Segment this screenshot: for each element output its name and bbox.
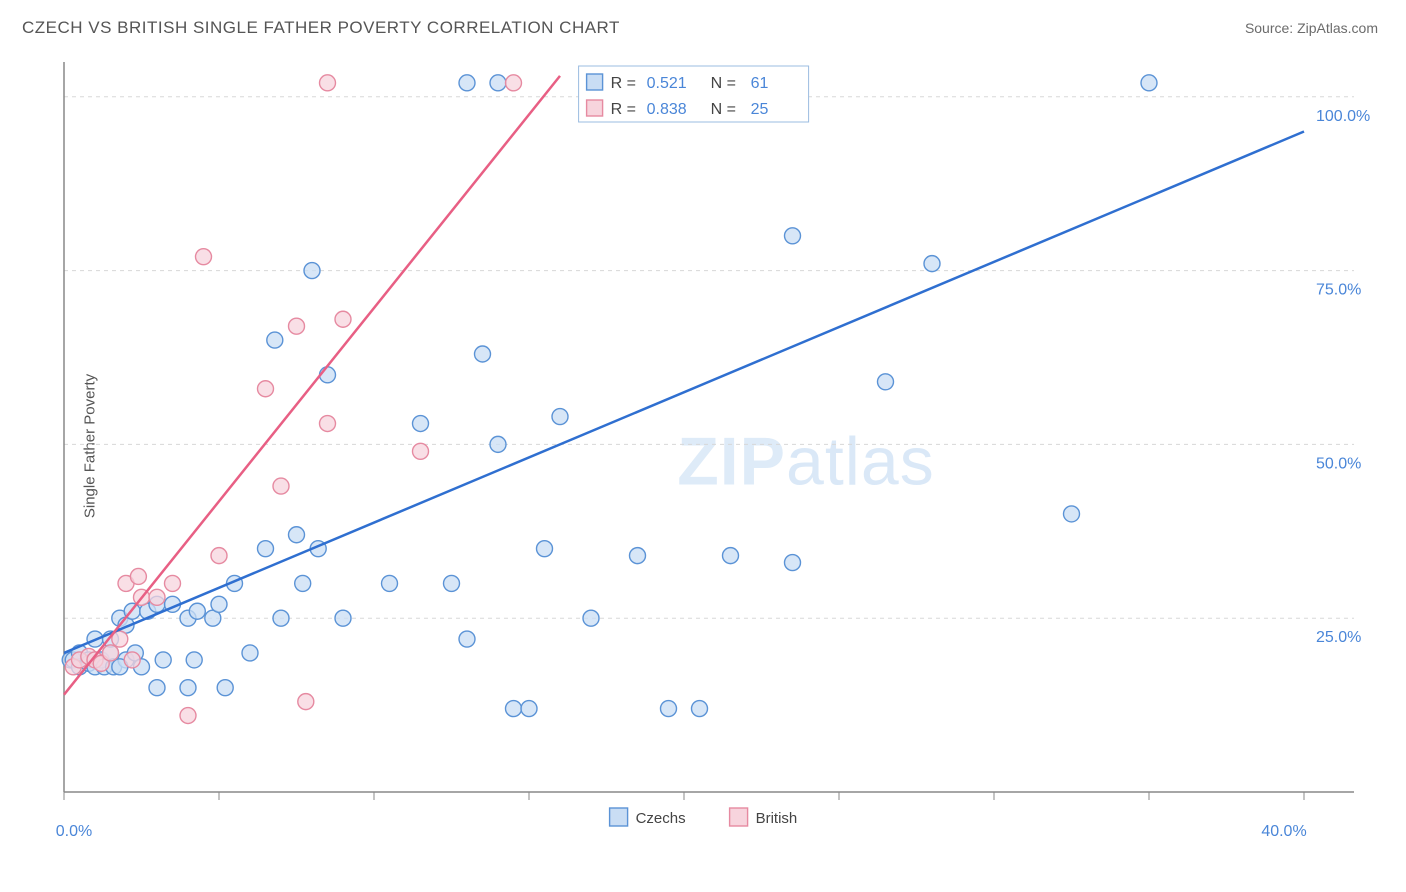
data-point bbox=[320, 75, 336, 91]
data-point bbox=[785, 228, 801, 244]
data-point bbox=[506, 75, 522, 91]
data-point bbox=[289, 318, 305, 334]
stats-n-label: N = bbox=[711, 75, 736, 92]
y-tick-label: 100.0% bbox=[1316, 108, 1370, 125]
data-point bbox=[335, 610, 351, 626]
data-point bbox=[304, 263, 320, 279]
legend-swatch bbox=[730, 808, 748, 826]
data-point bbox=[335, 311, 351, 327]
data-point bbox=[189, 603, 205, 619]
data-point bbox=[165, 575, 181, 591]
scatter-chart: 25.0% 50.0% 75.0% 100.0% 0.0% 40.0% Czechs Brit… bbox=[54, 52, 1374, 852]
data-point bbox=[103, 645, 119, 661]
source-credit: Source: ZipAtlas.com bbox=[1245, 20, 1378, 36]
legend-label: British bbox=[756, 810, 798, 827]
source-label: Source: bbox=[1245, 20, 1297, 36]
data-point bbox=[320, 416, 336, 432]
data-point bbox=[459, 631, 475, 647]
data-point bbox=[196, 249, 212, 265]
data-point bbox=[124, 652, 140, 668]
data-point bbox=[475, 346, 491, 362]
data-point bbox=[661, 701, 677, 717]
y-tick-label: 50.0% bbox=[1316, 455, 1361, 472]
stats-legend-swatch bbox=[587, 100, 603, 116]
data-point bbox=[180, 680, 196, 696]
stats-n-value: 25 bbox=[751, 101, 769, 118]
data-point bbox=[878, 374, 894, 390]
data-point bbox=[258, 541, 274, 557]
data-point bbox=[1141, 75, 1157, 91]
data-point bbox=[490, 436, 506, 452]
trend-line bbox=[64, 132, 1304, 653]
data-point bbox=[521, 701, 537, 717]
legend-swatch bbox=[610, 808, 628, 826]
data-point bbox=[382, 575, 398, 591]
data-point bbox=[692, 701, 708, 717]
stats-n-label: N = bbox=[711, 101, 736, 118]
source-link[interactable]: ZipAtlas.com bbox=[1297, 20, 1378, 36]
y-tick-label: 25.0% bbox=[1316, 629, 1361, 646]
data-point bbox=[723, 548, 739, 564]
data-point bbox=[413, 416, 429, 432]
data-point bbox=[785, 555, 801, 571]
data-point bbox=[413, 443, 429, 459]
data-point bbox=[924, 256, 940, 272]
data-point bbox=[298, 694, 314, 710]
data-point bbox=[149, 680, 165, 696]
trend-line bbox=[64, 76, 560, 695]
stats-r-label: R = bbox=[611, 75, 636, 92]
data-point bbox=[552, 409, 568, 425]
data-point bbox=[180, 708, 196, 724]
data-point bbox=[1064, 506, 1080, 522]
stats-r-label: R = bbox=[611, 101, 636, 118]
data-point bbox=[273, 478, 289, 494]
legend-label: Czechs bbox=[636, 810, 686, 827]
data-point bbox=[242, 645, 258, 661]
data-point bbox=[211, 548, 227, 564]
data-point bbox=[155, 652, 171, 668]
x-tick-label: 0.0% bbox=[56, 823, 92, 840]
data-point bbox=[267, 332, 283, 348]
stats-r-value: 0.838 bbox=[647, 101, 687, 118]
data-point bbox=[583, 610, 599, 626]
data-point bbox=[149, 589, 165, 605]
data-point bbox=[130, 568, 146, 584]
data-point bbox=[186, 652, 202, 668]
data-point bbox=[506, 701, 522, 717]
data-point bbox=[211, 596, 227, 612]
data-point bbox=[289, 527, 305, 543]
data-point bbox=[217, 680, 233, 696]
data-point bbox=[444, 575, 460, 591]
data-point bbox=[295, 575, 311, 591]
stats-r-value: 0.521 bbox=[647, 75, 687, 92]
data-point bbox=[258, 381, 274, 397]
stats-n-value: 61 bbox=[751, 75, 769, 92]
x-tick-label: 40.0% bbox=[1261, 823, 1306, 840]
data-point bbox=[490, 75, 506, 91]
data-point bbox=[537, 541, 553, 557]
data-point bbox=[273, 610, 289, 626]
data-point bbox=[459, 75, 475, 91]
y-tick-label: 75.0% bbox=[1316, 282, 1361, 299]
stats-legend-swatch bbox=[587, 74, 603, 90]
chart-title: CZECH VS BRITISH SINGLE FATHER POVERTY C… bbox=[22, 18, 620, 38]
data-point bbox=[630, 548, 646, 564]
